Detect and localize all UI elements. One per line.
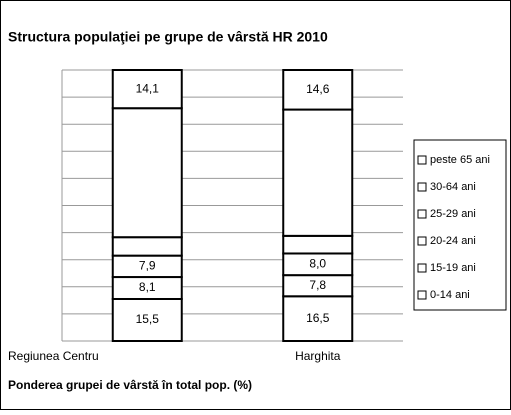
legend-label: 20-24 ani [430,235,476,247]
chart-title: Structura populaţiei pe grupe de vârstă … [8,29,328,45]
legend-label: 25-29 ani [430,208,476,220]
axis-title: Ponderea grupei de vârstă în total pop. … [8,378,252,392]
data-label: 15,5 [136,312,160,326]
legend-swatch [417,155,427,165]
legend-swatch [417,290,427,300]
bar-segment [111,69,183,110]
bar-segment [282,108,354,237]
legend-label: 15-19 ani [430,262,476,274]
legend-swatch [417,182,427,192]
x-tick-label: Regiunea Centru [8,349,99,363]
data-label: 14,6 [306,82,330,96]
data-label: 7,9 [139,259,156,273]
legend-label: 0-14 ani [430,289,470,301]
legend-box [413,139,507,311]
legend-swatch [417,263,427,273]
legend-label: 30-64 ani [430,181,476,193]
bar-segment [282,69,354,111]
bar-segment [111,107,183,239]
bar-segment [282,295,354,343]
data-label: 8,1 [139,280,156,294]
bar-segment [282,234,354,255]
bar-segment [111,236,183,257]
legend-swatch [417,236,427,246]
legend-swatch [417,209,427,219]
data-label: 16,5 [306,311,330,325]
data-label: 14,1 [136,81,160,95]
x-tick-label: Harghita [295,349,341,363]
legend-label: peste 65 ani [430,154,490,166]
data-label: 7,8 [309,278,326,292]
data-label: 8,0 [309,256,326,270]
